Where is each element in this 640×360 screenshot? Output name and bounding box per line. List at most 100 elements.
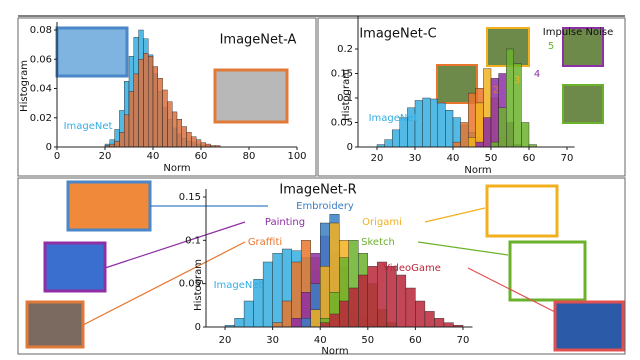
chart-title: ImageNet-R: [279, 183, 356, 198]
x-tick-label: 40: [147, 151, 160, 162]
thumbnail: [562, 84, 604, 124]
y-tick-label: 0.15: [179, 192, 201, 203]
bar: [234, 318, 245, 328]
x-tick-label: 60: [523, 153, 536, 164]
bar: [152, 66, 159, 148]
bar: [475, 141, 484, 148]
y-tick-label: 0.08: [30, 25, 52, 36]
bar: [498, 107, 507, 148]
y-tick-label: 0: [46, 142, 52, 153]
series-label: Origami: [362, 217, 402, 228]
x-tick-label: 20: [219, 335, 232, 346]
arrow: [82, 241, 246, 326]
bar: [490, 141, 499, 148]
plots: 00.020.040.060.080 20 40 60 80 100ImageNet-AN…: [19, 16, 613, 357]
y-tick-label: 0.05: [331, 118, 353, 129]
bar: [272, 253, 283, 328]
bar: [262, 261, 273, 328]
series-label: 2: [493, 85, 499, 96]
arrow: [417, 241, 509, 256]
bar: [181, 126, 187, 148]
bar: [191, 136, 197, 148]
bar: [396, 274, 407, 328]
bar: [339, 300, 349, 328]
bar: [424, 311, 435, 328]
bar: [167, 101, 173, 148]
series-label: 5: [548, 41, 554, 52]
arrow: [104, 221, 246, 269]
x-tick-label: 60: [409, 335, 422, 346]
bar: [430, 98, 439, 148]
series-label: ImageNet: [64, 121, 113, 132]
bar: [157, 78, 163, 148]
x-tick-label: 80: [243, 151, 256, 162]
y-tick-label: 0.1: [337, 93, 353, 104]
bar: [171, 111, 178, 148]
x-tick-label: 0: [54, 151, 60, 162]
bar: [243, 300, 254, 328]
bar: [443, 322, 454, 328]
bar: [384, 139, 393, 148]
arrows: [82, 205, 556, 326]
thumbnail: [66, 180, 152, 232]
thumbnail: [508, 240, 587, 302]
bar: [128, 91, 135, 148]
chart-title: ImageNet-A: [220, 33, 297, 48]
arrow: [467, 267, 556, 313]
y-tick-label: 0: [347, 142, 353, 153]
bar: [468, 136, 477, 148]
bar: [348, 287, 359, 328]
bar: [506, 48, 515, 148]
series-label: Graffiti: [248, 237, 282, 248]
y-axis-label: Histogram: [19, 60, 30, 112]
x-tick-label: 20: [99, 151, 112, 162]
bar: [291, 261, 302, 328]
bar: [119, 132, 125, 148]
panel-frame: [17, 17, 317, 177]
panel-frame: [317, 17, 626, 177]
y-tick-label: 0.04: [30, 84, 52, 95]
y-tick-label: 0.15: [331, 69, 353, 80]
bar: [521, 122, 530, 148]
x-axis-label: Norm: [163, 163, 190, 174]
bar: [162, 89, 168, 148]
bar: [392, 129, 401, 148]
y-axis-label: Histogram: [341, 69, 352, 121]
series-label: Embroidery: [296, 201, 354, 212]
bar: [186, 132, 192, 148]
thumbnail: [43, 241, 107, 293]
series-label: ImageNet: [369, 113, 418, 124]
series-label: 3: [514, 75, 520, 86]
y-tick-label: 0: [195, 322, 201, 333]
bar: [272, 322, 283, 328]
x-tick-label: 40: [447, 153, 460, 164]
series-label: VideoGame: [383, 263, 441, 274]
bar: [310, 309, 321, 328]
y-tick-label: 0.1: [185, 235, 201, 246]
y-tick-label: 0.05: [179, 279, 201, 290]
chart-subtitle: Impulse Noise: [543, 27, 613, 38]
bar: [300, 318, 311, 328]
x-tick-label: 100: [287, 151, 306, 162]
series-label: 4: [534, 69, 540, 80]
bar: [452, 141, 461, 148]
y-axis-label: Histogram: [193, 259, 204, 311]
x-tick-label: 70: [561, 153, 574, 164]
bar: [123, 114, 130, 148]
y-tick-label: 0.2: [337, 44, 353, 55]
series-label: Sketch: [361, 237, 395, 248]
bar: [138, 59, 144, 148]
bar: [176, 119, 183, 148]
thumbnail: [25, 300, 85, 349]
thumbnail: [553, 300, 625, 352]
x-tick-label: 50: [361, 335, 374, 346]
bar: [291, 318, 302, 328]
chart: 0 0.05 0.1 0.15 0.2 20 30 40 50 60 70 ImageNet-C Imp…: [331, 16, 613, 176]
bar: [483, 117, 492, 148]
bar: [437, 102, 446, 148]
bar: [475, 102, 484, 148]
bar: [133, 73, 139, 148]
y-tick-label: 0.02: [30, 113, 52, 124]
bar: [143, 53, 149, 148]
